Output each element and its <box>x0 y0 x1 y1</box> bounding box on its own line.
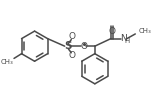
Text: O: O <box>69 51 76 60</box>
Text: O: O <box>69 32 76 41</box>
Text: O: O <box>108 27 115 36</box>
Text: CH₃: CH₃ <box>139 28 152 34</box>
Text: H: H <box>124 39 129 44</box>
Text: S: S <box>64 41 71 51</box>
Text: O: O <box>80 42 87 51</box>
Text: CH₃: CH₃ <box>0 59 13 65</box>
Text: N: N <box>121 34 127 43</box>
